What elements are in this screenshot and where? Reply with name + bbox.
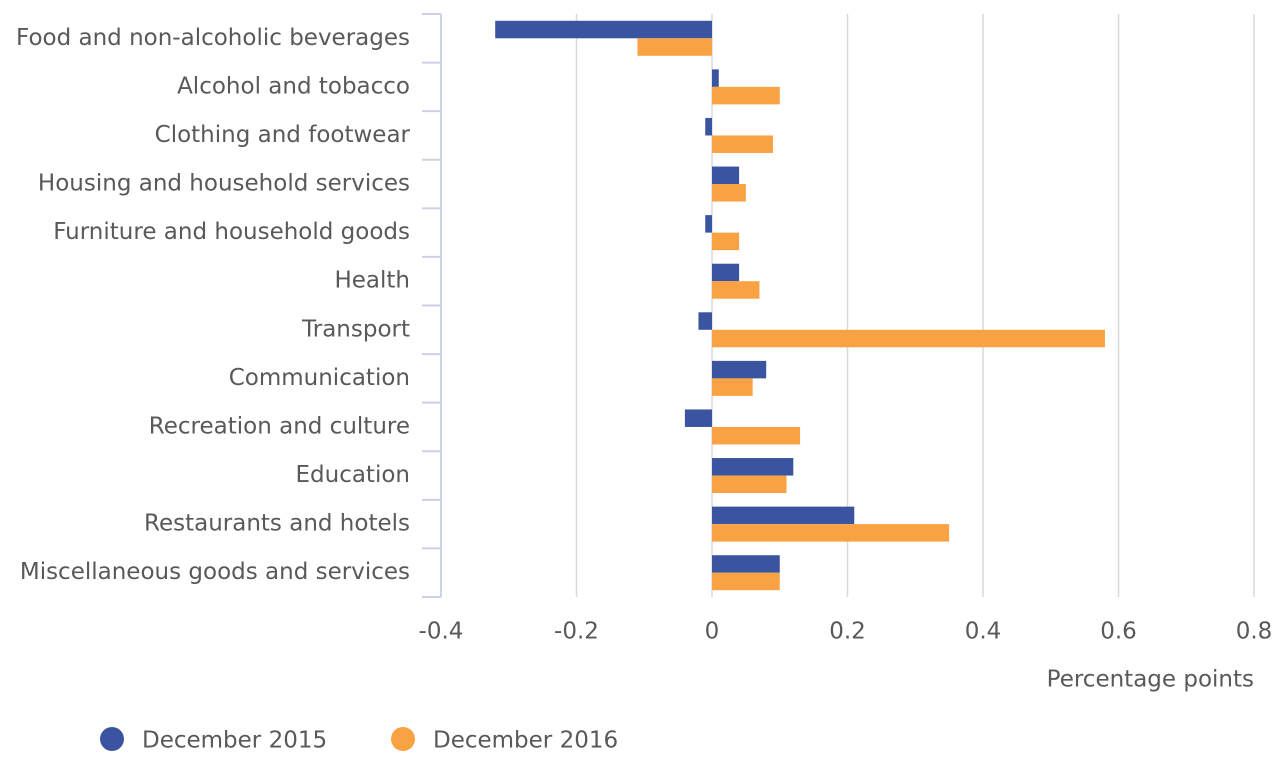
bar (712, 555, 780, 573)
x-tick-label: 0.8 (1236, 619, 1273, 645)
bar (712, 506, 855, 525)
x-axis-title: Percentage points (1047, 667, 1254, 693)
y-tick-label: Clothing and footwear (155, 122, 411, 148)
bar (712, 426, 801, 445)
x-tick-label: 0.4 (965, 619, 1002, 645)
bar (712, 263, 740, 282)
legend-swatch (391, 727, 415, 751)
x-tick-label: 0.6 (1100, 619, 1137, 645)
y-tick-label: Health (334, 268, 410, 294)
bar (712, 135, 773, 153)
bar (712, 524, 950, 542)
legend-swatch (100, 727, 124, 751)
bar (495, 20, 712, 39)
y-tick-label: Housing and household services (38, 171, 410, 197)
y-tick-label: Restaurants and hotels (144, 511, 410, 537)
bar (684, 409, 712, 427)
y-tick-label: Miscellaneous goods and services (20, 559, 410, 585)
legend-label: December 2016 (433, 728, 618, 754)
bar (712, 281, 760, 299)
y-tick-label: Food and non-alcoholic beverages (16, 25, 410, 51)
y-tick-label: Alcohol and tobacco (177, 73, 410, 99)
bar (712, 378, 753, 396)
bar (712, 166, 740, 185)
bar (712, 232, 740, 251)
legend-label: December 2015 (142, 728, 327, 754)
y-tick-label: Communication (229, 365, 410, 391)
bar (705, 117, 712, 136)
y-tick-label: Recreation and culture (149, 413, 410, 439)
bar (712, 184, 746, 202)
x-tick-label: 0 (705, 619, 720, 645)
bar (712, 329, 1105, 348)
bar (712, 475, 787, 494)
x-tick-label: -0.2 (554, 619, 599, 645)
y-tick-label: Transport (301, 316, 410, 342)
y-tick-label: Furniture and household goods (53, 219, 410, 245)
bar (637, 38, 712, 56)
bar (712, 360, 767, 379)
bar (712, 86, 780, 105)
x-tick-label: -0.4 (419, 619, 464, 645)
x-tick-label: 0.2 (829, 619, 866, 645)
bar (698, 312, 712, 330)
bar (712, 458, 794, 476)
bar (705, 215, 712, 233)
bar (712, 572, 780, 591)
bar (712, 69, 719, 87)
y-tick-label: Education (295, 462, 410, 488)
